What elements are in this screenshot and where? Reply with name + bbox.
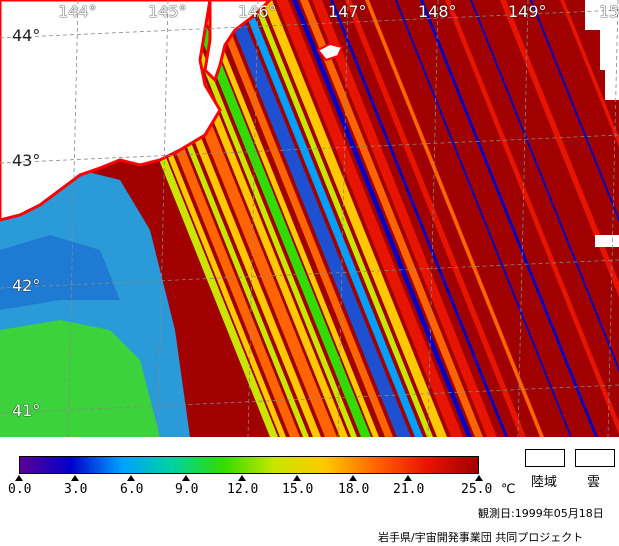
colorbar-tick — [475, 475, 483, 481]
land-legend-box — [525, 449, 565, 467]
temperature-stripe — [420, 0, 598, 437]
temperature-stripe — [500, 0, 619, 298]
colorbar-tick-label: 25.0 — [461, 482, 493, 497]
colorbar-tick-label: 6.0 — [120, 482, 144, 497]
temperature-stripe — [345, 0, 526, 437]
temperature-stripe — [186, 0, 371, 437]
lon-label: 145° — [148, 2, 187, 21]
temperature-stripe — [222, 0, 411, 437]
lon-label: 149° — [508, 2, 547, 21]
colorbar-tick — [71, 475, 79, 481]
lon-label: 148° — [418, 2, 457, 21]
temperature-stripe — [198, 0, 379, 437]
cloud-legend-label: 雲 — [587, 475, 601, 490]
temperature-stripe — [312, 0, 497, 437]
shikotan-island — [316, 42, 344, 62]
cold-water-teal — [0, 235, 120, 310]
lat-label: 44° — [12, 26, 41, 45]
temperature-stripe — [530, 0, 619, 223]
temperature-stripe — [330, 0, 508, 437]
lon-label: 144° — [58, 2, 97, 21]
cloud-legend-box — [575, 449, 615, 467]
colorbar-tick-label: 12.0 — [227, 482, 259, 497]
observation-date: 観測日:1999年05月18日 — [478, 507, 604, 520]
lon-label: 15 — [599, 2, 619, 21]
colorbar-tick-label: 9.0 — [175, 482, 199, 497]
temperature-stripe — [276, 0, 463, 437]
sea-temperature-map — [0, 0, 619, 437]
temperature-stripe — [470, 0, 619, 373]
temperature-stripe — [300, 0, 483, 437]
colorbar-tick — [404, 475, 412, 481]
meridian-line — [67, 0, 79, 437]
temperature-stripes — [95, 0, 619, 437]
colorbar-tick-label: 18.0 — [338, 482, 370, 497]
lat-label: 42° — [12, 276, 41, 295]
temperature-stripe — [210, 0, 393, 437]
meridian-line — [607, 0, 619, 437]
colorbar-tick-label: 3.0 — [64, 482, 88, 497]
colorbar-tick — [293, 475, 301, 481]
kunashiri-island — [203, 0, 273, 83]
lat-label: 43° — [12, 151, 41, 170]
colorbar-tick — [349, 475, 357, 481]
graticule — [0, 0, 619, 437]
temperature-stripe — [560, 0, 619, 148]
lat-label: 41° — [12, 401, 41, 420]
temperature-stripe — [365, 0, 544, 437]
meridian-line — [247, 0, 259, 437]
colorbar-tick — [238, 475, 246, 481]
temperature-stripe — [292, 0, 472, 437]
parallel-line — [0, 9, 619, 39]
credit-text: 岩手県/宇宙開発事業団 共同プロジェクト — [378, 531, 584, 544]
lon-label: 146° — [238, 2, 277, 21]
colorbar-unit: ℃ — [501, 482, 516, 497]
lon-label: 147° — [328, 2, 367, 21]
meridian-line — [517, 0, 529, 437]
parallel-line — [0, 259, 619, 289]
colorbar-tick-label: 15.0 — [282, 482, 314, 497]
colorbar-tick — [127, 475, 135, 481]
land-legend-label: 陸域 — [531, 475, 558, 490]
temperature-stripe — [262, 0, 447, 437]
cloud-patches — [585, 0, 619, 247]
meridian-line — [427, 0, 439, 437]
temperature-stripe — [445, 0, 619, 435]
temperature-stripe — [252, 0, 433, 437]
colorbar-tick — [182, 475, 190, 481]
meridian-line — [157, 0, 169, 437]
meridian-line — [337, 0, 349, 437]
temperature-stripe — [240, 0, 423, 437]
parallel-line — [0, 134, 619, 164]
temperature-stripe — [395, 0, 572, 437]
temperature-colorbar — [19, 456, 479, 474]
colorbar-tick — [15, 475, 23, 481]
hokkaido-land — [0, 0, 222, 222]
colorbar-tick-label: 21.0 — [393, 482, 425, 497]
parallel-line — [0, 384, 619, 414]
colorbar-tick-label: 0.0 — [8, 482, 32, 497]
